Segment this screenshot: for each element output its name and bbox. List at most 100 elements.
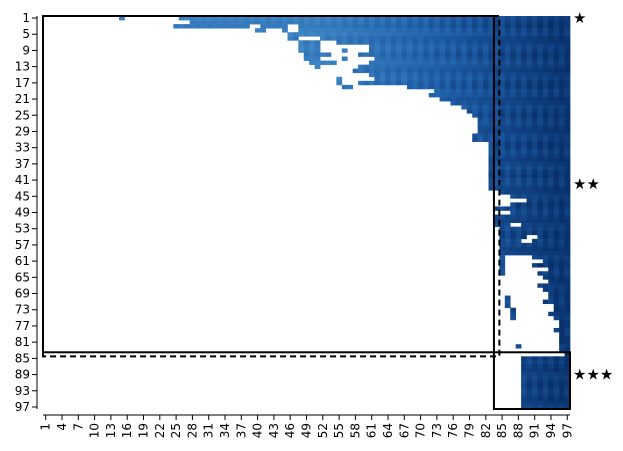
heatmap-cell [504,222,511,228]
heatmap-cell [423,64,430,70]
heatmap-cell [548,88,555,94]
heatmap-cell [374,20,381,25]
heatmap-cell [396,48,402,53]
heatmap-cell [428,56,435,61]
heatmap-cell [276,20,283,25]
heatmap-cell [396,72,402,78]
heatmap-cell [537,40,544,45]
heatmap-cell [559,133,565,138]
heatmap-cell [537,396,544,402]
heatmap-cell [564,230,571,236]
heatmap-cell [559,206,565,211]
heatmap-cell [466,76,473,82]
heatmap-cell [423,20,430,25]
heatmap-cell [461,20,468,25]
heatmap-cell [510,141,517,146]
heatmap-cell [548,259,555,264]
heatmap-cell [559,40,565,45]
heatmap-cell [385,32,392,37]
heatmap-cell [298,28,305,33]
heatmap-cell [390,36,397,41]
heatmap-cell [396,44,402,49]
heatmap-cell [521,404,527,410]
heatmap-cell [499,101,506,106]
heatmap-cell [531,64,538,70]
heatmap-cell [542,141,549,146]
heatmap-cell [428,48,435,53]
heatmap-cell [477,133,484,138]
heatmap-cell [445,84,451,90]
heatmap-cell [531,60,538,65]
heatmap-cell [434,20,440,25]
heatmap-cell [461,68,468,74]
heatmap-cell [559,153,565,159]
heatmap-cell [559,230,565,236]
heatmap-cell [499,222,506,228]
heatmap-cell [472,44,478,49]
heatmap-cell [526,88,533,94]
heatmap-cell [455,32,462,37]
heatmap-cell [472,72,478,78]
heatmap-cell [510,250,517,256]
x-tick-label: 10 [88,423,102,438]
heatmap-cell [548,287,555,292]
heatmap-cell [542,368,549,373]
heatmap-cell [542,32,549,37]
heatmap-cell [488,182,495,187]
heatmap-cell [537,169,544,175]
heatmap-cell [564,311,571,317]
heatmap-cell [407,84,413,90]
heatmap-cell [531,376,538,381]
heatmap-cell [216,20,223,25]
heatmap-cell [499,141,506,146]
heatmap-cell [455,92,462,98]
heatmap-cell [385,48,392,53]
heatmap-cell [504,97,511,102]
heatmap-cell [548,202,555,207]
heatmap-cell [559,182,565,187]
heatmap-cell [445,40,451,45]
heatmap-cell [542,64,549,70]
heatmap-cell [553,48,560,53]
heatmap-cell [254,16,261,21]
x-tick-label: 73 [430,423,444,438]
heatmap-cell [423,72,430,78]
heatmap-cell [526,392,533,398]
heatmap-cell [553,392,560,398]
heatmap-cell [439,40,446,45]
heatmap-cell [347,84,354,90]
heatmap-cell [521,384,527,390]
heatmap-cell [314,48,321,53]
heatmap-cell [553,88,560,94]
heatmap-cell [559,287,565,292]
y-tick-label: 77 [15,319,30,333]
heatmap-cell [542,16,549,21]
heatmap-cell [553,283,560,288]
heatmap-cell [363,68,370,74]
heatmap-cell [526,113,533,118]
heatmap-cell [358,24,364,29]
heatmap-cell [493,218,500,223]
heatmap-cell [493,178,500,183]
heatmap-cell [542,24,549,29]
heatmap-cell [483,16,489,21]
heatmap-cell [559,222,565,228]
heatmap-cell [368,32,375,37]
heatmap-cell [320,32,326,37]
heatmap-cell [499,174,506,179]
heatmap-cell [445,97,451,102]
heatmap-cell [526,56,533,61]
heatmap-cell [287,16,294,21]
heatmap-cell [472,109,478,114]
heatmap-cell [439,28,446,33]
heatmap-cell [488,56,495,61]
heatmap-cell [504,32,511,37]
heatmap-cell [542,392,549,398]
heatmap-cell [548,40,555,45]
heatmap-cell [531,28,538,33]
heatmap-cell [472,84,478,90]
heatmap-cell [559,332,565,337]
heatmap-cell [488,44,495,49]
heatmap-cell [531,36,538,41]
heatmap-cell [559,36,565,41]
